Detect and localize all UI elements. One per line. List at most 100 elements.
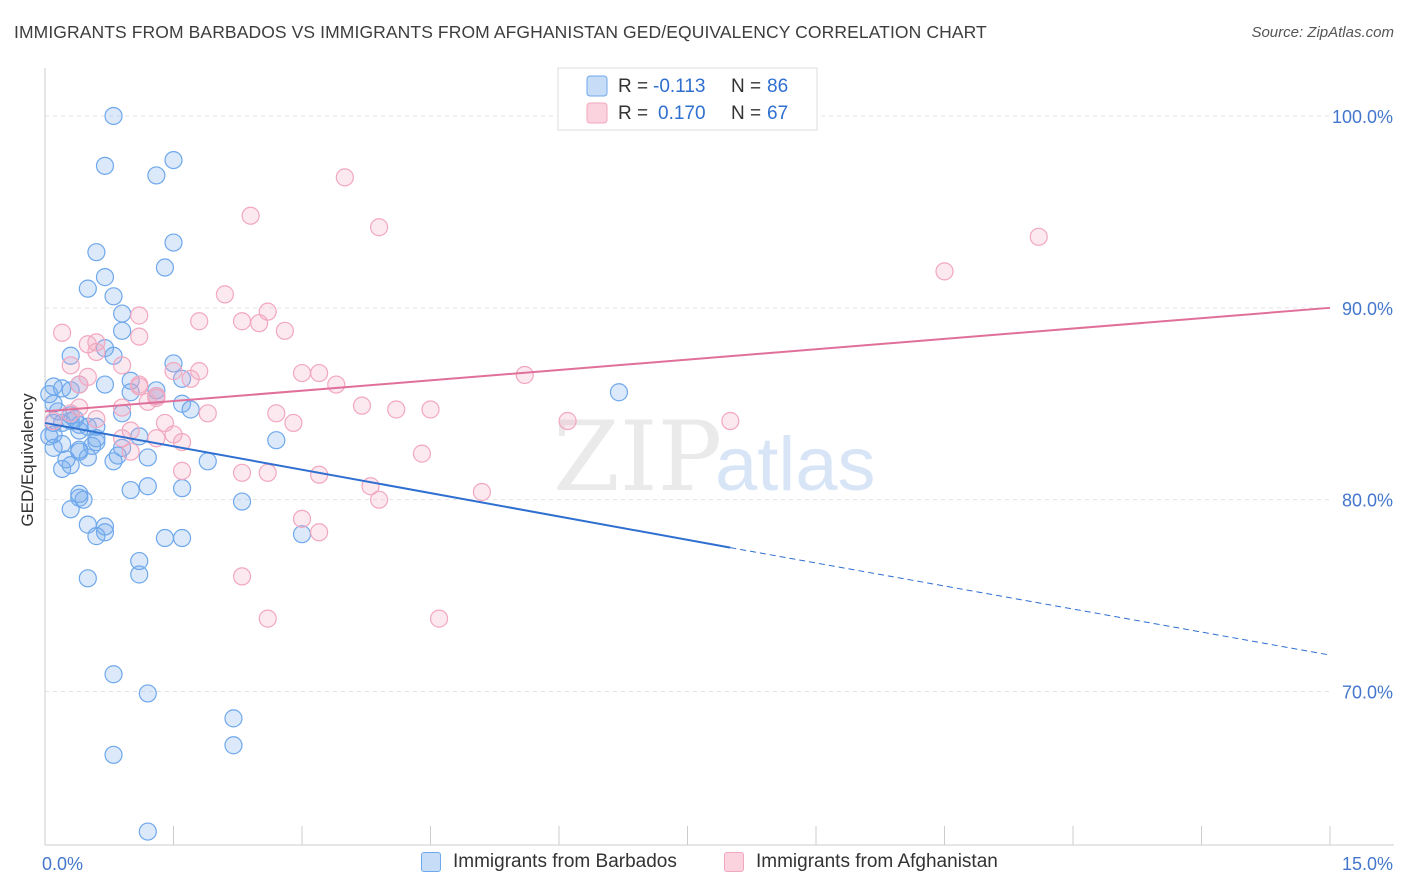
barbados-point-69 [130,565,149,584]
afghanistan-point-35 [421,400,440,419]
legend-swatch-afghanistan [724,852,744,872]
afghanistan-point-11 [250,314,269,333]
barbados-point-81 [83,436,102,456]
barbados-point-1 [164,150,183,170]
barbados-trend-line-extension [730,547,1331,656]
afghanistan-point-21 [292,363,312,383]
barbados-point-41 [267,431,286,450]
barbados-point-82 [57,450,76,469]
barbados-point-74 [224,709,243,728]
watermark-zip: ZIP [553,401,722,513]
legend-r-label-2: R = [618,103,648,124]
afghanistan-point-60 [370,490,389,509]
afghanistan-point-23 [310,363,329,383]
afghanistan-point-14 [130,327,149,346]
afghanistan-point-54 [172,461,192,480]
afghanistan-point-10 [232,312,252,331]
legend-top-swatch-afghanistan [586,102,608,124]
afghanistan-point-36 [387,400,406,419]
series-afghanistan-points [44,106,1048,628]
afghanistan-point-56 [258,463,277,482]
legend-n-value-1: 86 [767,76,788,97]
barbados-point-49 [138,448,157,467]
legend-r-label-1: R = [618,76,648,97]
afghanistan-point-6 [215,285,234,304]
barbados-point-70 [78,569,97,588]
afghanistan-point-62 [310,523,329,542]
series-barbados-points [40,106,629,841]
legend-r-value-1: -0.113 [653,76,705,97]
x-tick-labels: 0.0% 15.0% [42,854,1393,874]
afghanistan-point-33 [147,386,166,406]
afghanistan-point-59 [472,482,491,502]
afghanistan-point-26 [181,369,200,388]
chart-title: IMMIGRANTS FROM BARBADOS VS IMMIGRANTS F… [14,22,987,42]
afghanistan-point-4 [1029,227,1048,246]
afghanistan-point-65 [429,609,449,628]
barbados-point-72 [104,665,123,684]
barbados-point-44 [44,438,63,457]
barbados-point-6 [155,258,175,277]
x-tick-label-0: 0.0% [42,854,83,874]
legend-n-label-1: N = [731,76,761,97]
barbados-point-65 [155,528,175,548]
afghanistan-point-17 [87,342,106,362]
barbados-point-10 [112,304,132,323]
watermark: ZIP atlas [553,401,876,513]
afghanistan-point-40 [267,404,286,423]
afghanistan-point-13 [275,321,294,340]
afghanistan-point-2 [241,206,260,225]
afghanistan-point-29 [327,375,346,394]
barbados-point-55 [172,479,192,498]
afghanistan-point-3 [370,218,389,237]
barbados-point-78 [40,385,59,404]
barbados-point-8 [78,279,97,298]
barbados-point-3 [147,166,166,185]
afghanistan-point-5 [935,262,954,281]
afghanistan-point-25 [515,365,534,385]
afghanistan-trend-line [44,306,1331,413]
afghanistan-point-9 [190,312,209,331]
legend-item-afghanistan: Immigrants from Afghanistan [724,851,998,873]
barbados-point-63 [95,523,115,542]
afghanistan-point-37 [112,398,132,417]
afghanistan-point-55 [232,463,252,482]
barbados-point-4 [164,233,183,252]
afghanistan-point-8 [130,306,149,325]
afghanistan-point-43 [284,413,303,433]
afghanistan-point-39 [198,404,217,423]
barbados-point-67 [292,525,312,544]
barbados-point-77 [138,822,157,841]
barbados-point-48 [78,448,97,467]
legend-top-swatch-barbados [586,75,608,97]
y-tick-label-0: 100.0% [1332,107,1393,127]
barbados-point-71 [609,383,629,402]
afghanistan-point-30 [130,377,149,396]
afghanistan-point-41 [87,409,106,429]
axes [44,68,1394,846]
barbados-point-14 [61,346,80,365]
afghanistan-point-52 [121,442,140,461]
barbados-point-15 [164,354,183,373]
afghanistan-point-19 [112,356,132,375]
afghanistan-point-61 [292,509,312,528]
barbados-point-9 [104,287,123,306]
afghanistan-point-18 [61,356,80,375]
afghanistan-point-34 [352,396,372,415]
barbados-point-2 [95,156,115,175]
barbados-point-28 [181,400,200,419]
barbados-point-68 [130,551,149,571]
barbados-point-19 [95,375,115,394]
legend-label-afghanistan: Immigrants from Afghanistan [756,851,998,872]
afghanistan-point-45 [558,411,577,431]
barbados-point-75 [224,736,243,755]
afghanistan-point-42 [44,411,63,431]
barbados-point-60 [61,500,80,519]
y-tick-label-1: 90.0% [1342,299,1393,319]
barbados-point-7 [95,268,115,287]
legend-swatch-barbados [421,852,441,872]
afghanistan-point-20 [164,362,183,381]
x-tick-label-1: 15.0% [1342,854,1393,874]
afghanistan-point-53 [412,444,432,463]
